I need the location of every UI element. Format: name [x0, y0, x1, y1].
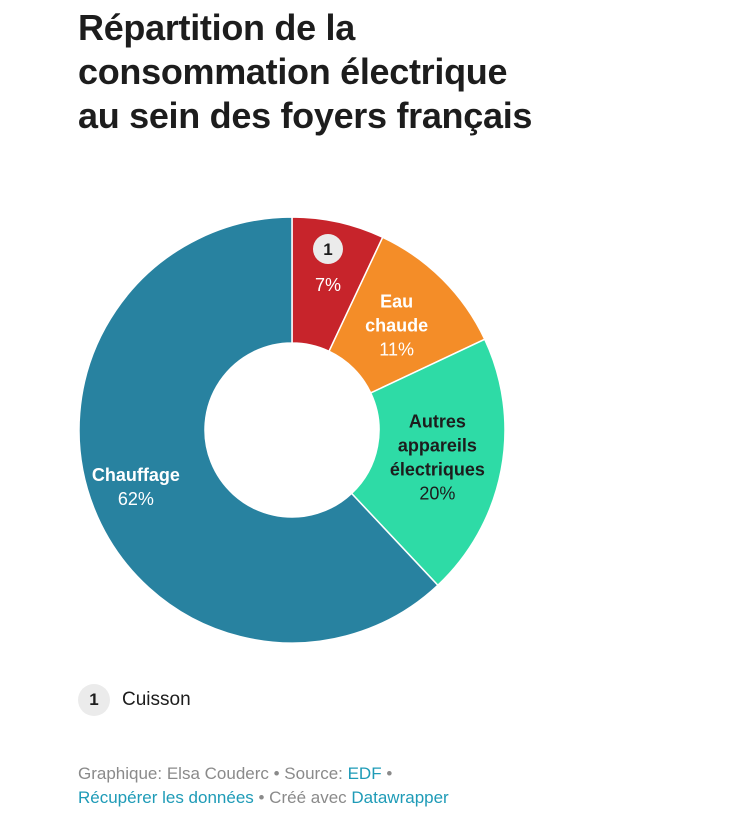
chart-title: Répartition de la consommation électriqu… — [78, 7, 533, 136]
slice-label-chauffage: Chauffage 62% — [92, 465, 180, 509]
slice-name-autres-appareils-electriques: appareils — [398, 436, 477, 456]
slice-chauffage — [78, 216, 439, 644]
slice-eau-chaude — [328, 236, 486, 394]
legend-marker: 1 — [78, 684, 110, 716]
slice-marker-cuisson — [312, 233, 343, 264]
slice-label-eau-chaude: Eau chaude 11% — [365, 291, 428, 359]
chart-footer: Graphique: Elsa Couderc • Source: EDF • … — [78, 762, 548, 810]
slice-marker-text-cuisson: 1 — [323, 240, 332, 259]
datawrapper-link[interactable]: Datawrapper — [351, 788, 449, 807]
footer-separator: • — [381, 764, 393, 783]
source-link[interactable]: EDF — [347, 764, 382, 783]
slice-name-autres-appareils-electriques: électriques — [390, 460, 485, 480]
slice-value-eau-chaude: 11% — [379, 339, 414, 359]
slice-name-autres-appareils-electriques: Autres — [409, 412, 466, 432]
slice-value-autres-appareils-electriques: 20% — [419, 484, 455, 504]
slice-value-chauffage: 62% — [118, 489, 154, 509]
slice-name-eau-chaude: Eau — [380, 291, 413, 311]
footer-made-with: • Créé avec — [253, 788, 352, 807]
slice-label-cuisson: 1 7% — [312, 233, 343, 295]
footer-credit: Graphique: Elsa Couderc • Source: — [78, 764, 348, 783]
donut-chart: 1 7% Eau chaude 11% Autres appareils électrique… — [78, 216, 506, 644]
legend-label: Cuisson — [122, 689, 191, 710]
slice-name-eau-chaude: chaude — [365, 315, 428, 335]
slice-label-autres-appareils-electriques: Autres appareils électriques 20% — [390, 412, 485, 504]
download-data-link[interactable]: Récupérer les données — [78, 788, 254, 807]
slice-autres-appareils-electriques — [350, 338, 506, 587]
slice-value-cuisson: 7% — [315, 275, 341, 295]
slice-name-chauffage: Chauffage — [92, 465, 180, 485]
legend: 1 Cuisson — [78, 684, 191, 716]
